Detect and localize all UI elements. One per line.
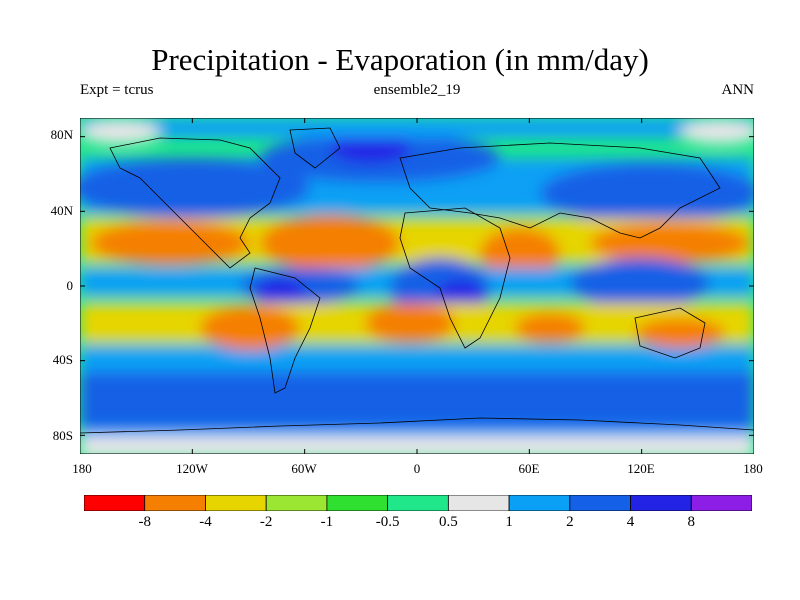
lat-label-40s: 40S: [52, 352, 73, 367]
season-label: ANN: [721, 82, 755, 98]
colorbar-swatch: [144, 495, 206, 511]
colorbar-label: -4: [199, 514, 212, 530]
colorbar-swatch: [690, 495, 752, 511]
lon-label-120w: 120W: [176, 461, 208, 476]
colorbar-swatch: [387, 495, 449, 511]
colorbar-label: -1: [320, 514, 334, 530]
precipitation-evaporation-map: [80, 118, 754, 454]
lon-label-120e: 120E: [627, 461, 655, 476]
lon-label-180w: 180: [72, 461, 92, 476]
lat-label-40n: 40N: [50, 203, 73, 218]
colorbar-swatch: [265, 495, 328, 511]
colorbar-label: 2: [566, 514, 574, 530]
lon-label-0: 0: [413, 461, 421, 476]
experiment-label: Expt = tcrus: [80, 82, 154, 98]
colorbar-swatch: [630, 495, 692, 511]
lat-label-80s: 80S: [52, 428, 73, 443]
colorbar-label: -8: [138, 514, 151, 530]
lat-label-0: 0: [66, 278, 74, 293]
colorbar-swatch: [326, 495, 389, 511]
colorbar-label: 0.5: [438, 514, 458, 530]
colorbar: [84, 495, 752, 511]
colorbar-label: 1: [505, 514, 513, 530]
colorbar-label: 4: [626, 514, 635, 530]
lon-label-60w: 60W: [291, 461, 317, 476]
colorbar-label: 8: [687, 514, 696, 530]
map-title: Precipitation - Evaporation (in mm/day): [151, 42, 649, 77]
ensemble-label: ensemble2_19: [373, 82, 461, 98]
lon-label-60e: 60E: [518, 461, 540, 476]
colorbar-swatch: [569, 495, 631, 511]
colorbar-label: -0.5: [375, 514, 400, 530]
colorbar-swatch: [508, 495, 571, 511]
colorbar-swatch: [447, 495, 510, 511]
colorbar-swatch: [84, 495, 146, 511]
lon-label-180e: 180: [743, 461, 763, 476]
lat-label-80n: 80N: [50, 127, 73, 142]
colorbar-swatch: [205, 495, 267, 511]
colorbar-label: -2: [259, 514, 273, 530]
